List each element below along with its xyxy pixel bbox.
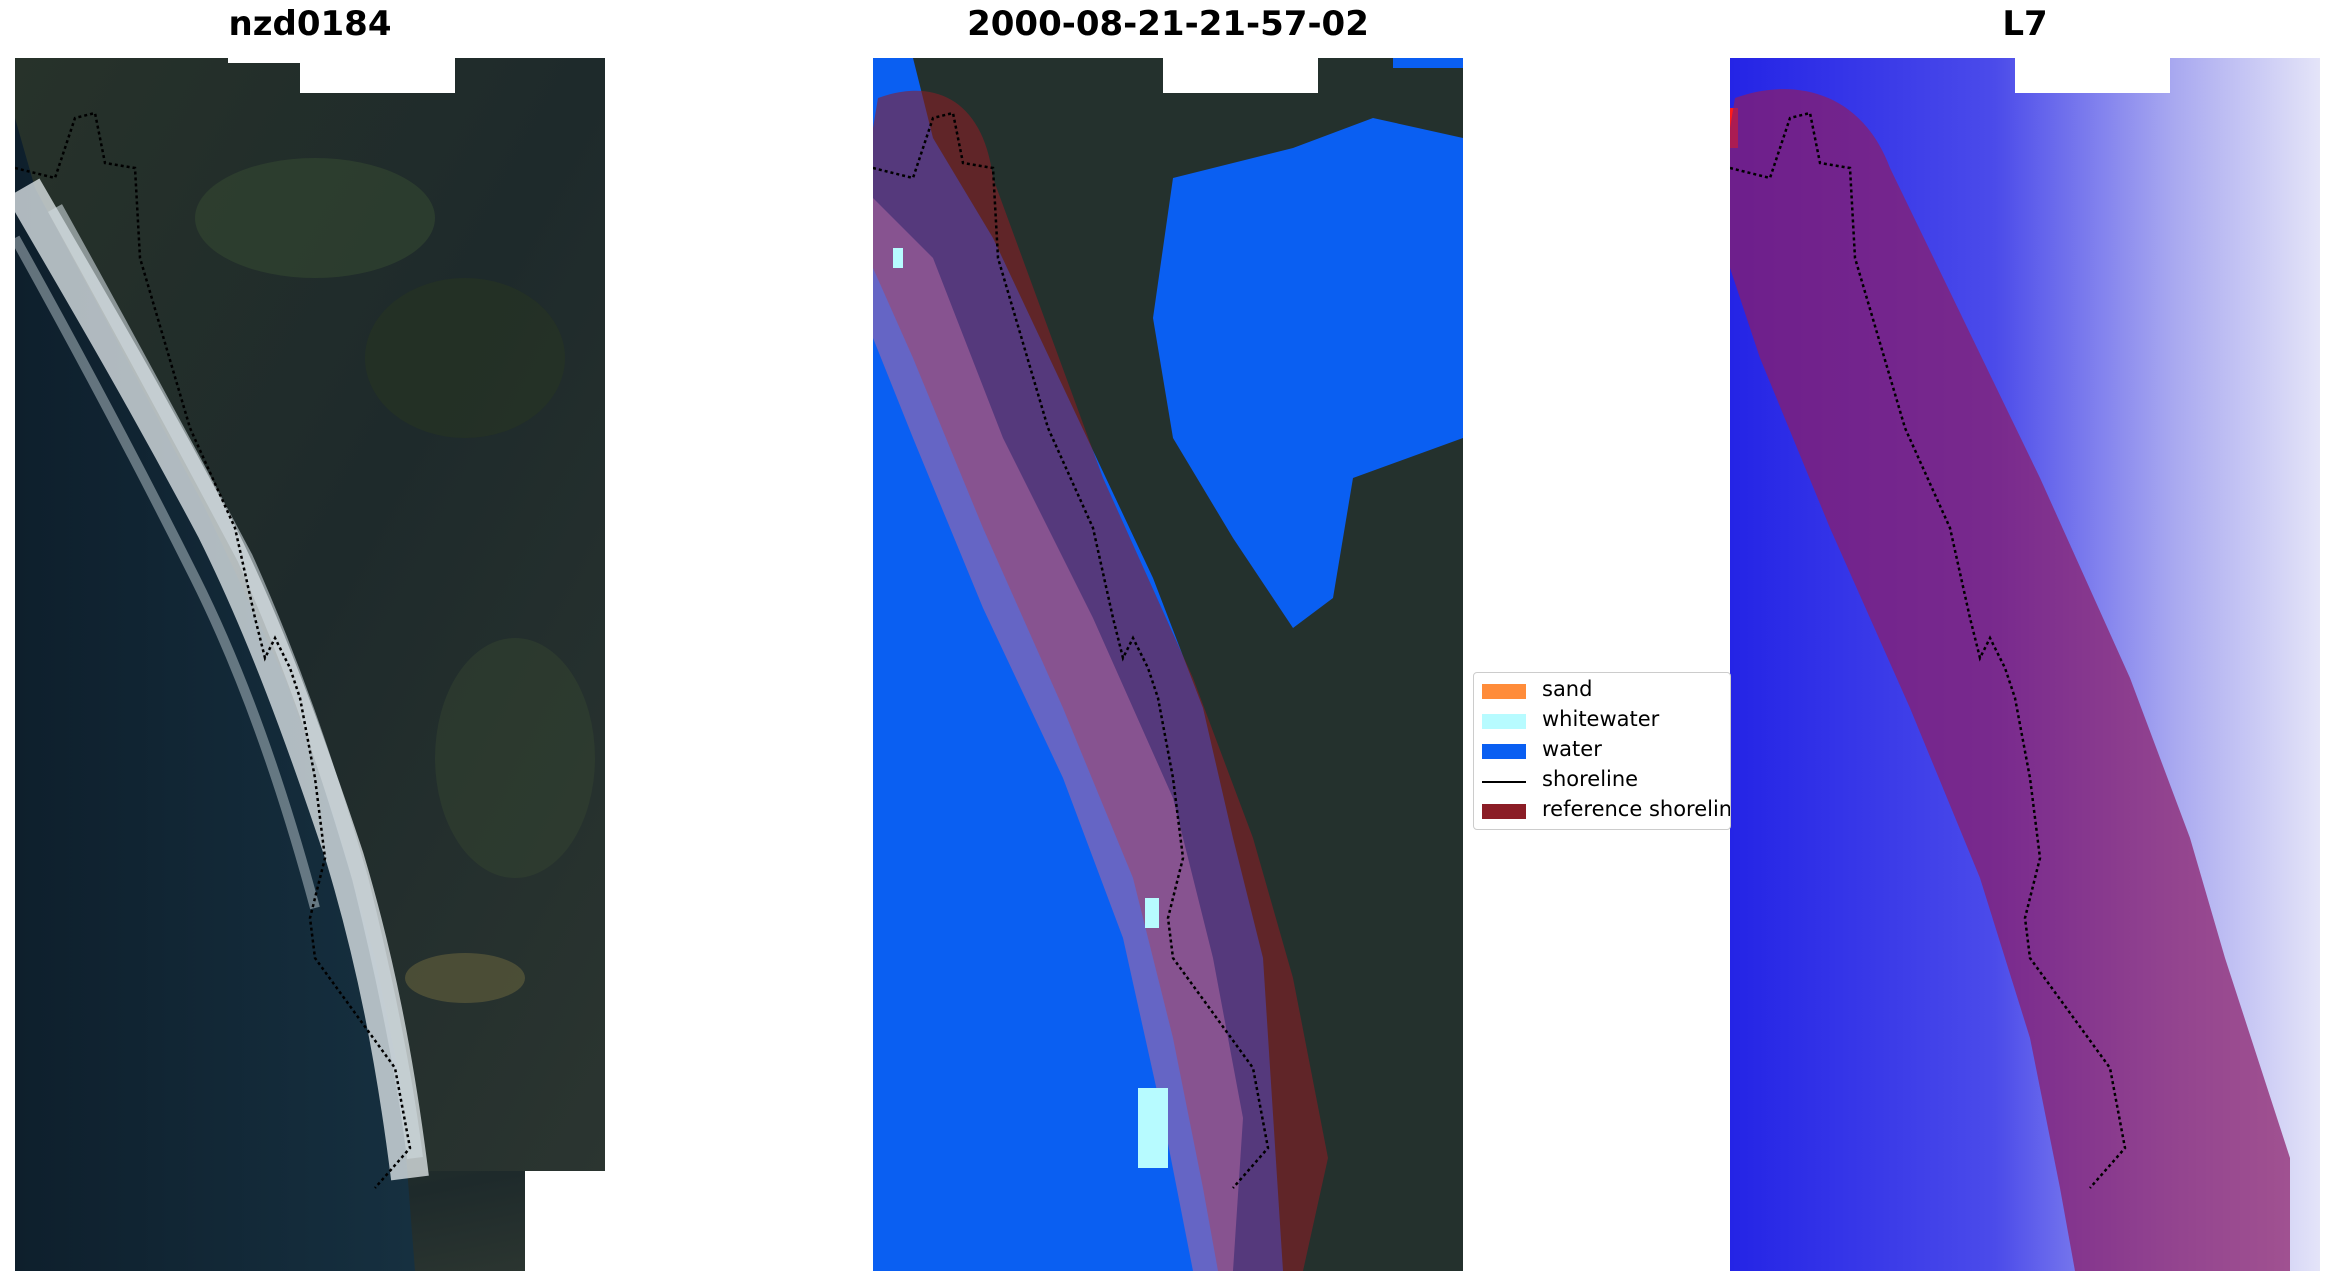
legend-line-shoreline	[1482, 781, 1526, 783]
legend-item-reference-shoreline: reference shoreline	[1474, 795, 1731, 825]
legend-swatch-reference-shoreline	[1482, 804, 1526, 819]
legend-label-whitewater: whitewater	[1542, 707, 1660, 731]
classified-image	[873, 58, 1463, 1271]
legend-item-water: water	[1474, 735, 1730, 765]
index-image-panel	[1730, 58, 2320, 1271]
legend-label-sand: sand	[1542, 677, 1593, 701]
legend-swatch-water	[1482, 744, 1526, 759]
legend-item-whitewater: whitewater	[1474, 705, 1730, 735]
panel-title-index: L7	[2002, 4, 2048, 44]
rgb-image-panel	[15, 58, 605, 1271]
legend-label-shoreline: shoreline	[1542, 767, 1639, 791]
legend: sand whitewater water shoreline referenc…	[1473, 672, 1731, 830]
panel-title-rgb: nzd0184	[228, 4, 392, 44]
legend-swatch-whitewater	[1482, 714, 1526, 729]
legend-item-shoreline: shoreline	[1474, 765, 1730, 795]
legend-swatch-sand	[1482, 684, 1526, 699]
index-image	[1730, 58, 2320, 1271]
panel-title-classified: 2000-08-21-21-57-02	[967, 4, 1369, 44]
legend-item-sand: sand	[1474, 675, 1730, 705]
classified-image-panel	[873, 58, 1463, 1271]
legend-label-water: water	[1542, 737, 1602, 761]
rgb-image	[15, 58, 605, 1271]
legend-label-reference-shoreline: reference shoreline	[1542, 797, 1731, 821]
